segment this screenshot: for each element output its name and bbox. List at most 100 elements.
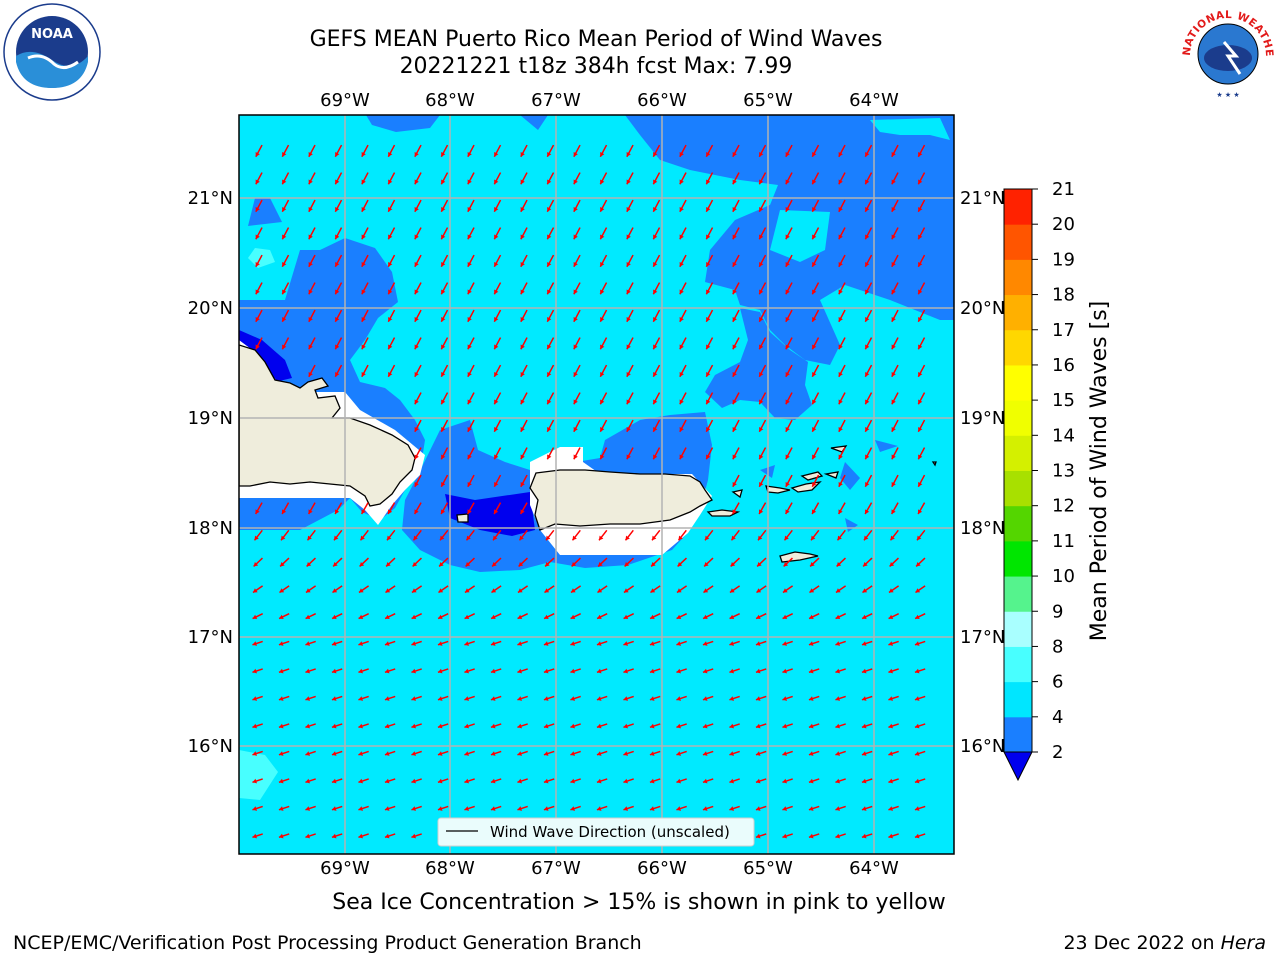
wind-wave-arrow-head — [862, 614, 867, 620]
wind-wave-arrow-head — [626, 372, 631, 377]
lon-label: 68°W — [425, 858, 475, 879]
wind-wave-arrow-head — [573, 454, 578, 460]
wind-wave-arrow-head — [679, 152, 684, 157]
wind-wave-arrow-head — [385, 614, 390, 620]
wind-wave-arrow-head — [596, 641, 602, 646]
wind-wave-arrow-head — [730, 561, 736, 567]
wind-wave-arrow-head — [865, 289, 870, 295]
wind-wave-arrow-head — [838, 454, 843, 460]
wind-wave-arrow-head — [467, 509, 472, 515]
wind-wave-arrow-head — [494, 179, 499, 185]
wind-wave-arrow-head — [573, 399, 578, 405]
wind-wave-arrow-head — [624, 561, 630, 567]
wind-wave-arrow-head — [331, 723, 337, 729]
wind-wave-arrow-head — [306, 561, 312, 567]
wind-wave-arrow-head — [758, 535, 763, 541]
colorbar-tick-label: 11 — [1052, 531, 1075, 552]
wind-wave-arrow-head — [653, 427, 658, 432]
wind-wave-arrow-head — [812, 152, 817, 157]
wind-wave-arrow-head — [623, 641, 628, 646]
wind-wave-arrow-head — [838, 289, 843, 295]
wind-wave-arrow-head — [255, 179, 260, 185]
wind-wave-arrow-head — [305, 833, 310, 839]
wind-wave-arrow-head — [732, 289, 737, 295]
wind-wave-arrow-head — [547, 262, 552, 267]
wind-wave-arrow-head — [729, 806, 734, 811]
wind-wave-arrow-head — [651, 561, 656, 567]
lat-labels-right: 21°N 20°N 19°N 18°N 17°N 16°N — [960, 188, 1005, 757]
wind-wave-arrow-head — [757, 561, 762, 567]
wind-wave-arrow-head — [755, 696, 761, 701]
wind-wave-arrow-head — [307, 535, 312, 541]
wind-wave-arrow-head — [865, 152, 870, 157]
wind-wave-arrow-head — [282, 179, 287, 185]
wind-wave-arrow-head — [679, 317, 684, 322]
wind-wave-arrow-head — [414, 179, 419, 185]
wind-wave-arrow-head — [706, 399, 711, 405]
wind-wave-arrow-head — [838, 152, 843, 157]
wind-wave-arrow-head — [625, 535, 630, 541]
wind-wave-arrow-head — [676, 723, 681, 729]
wind-wave-arrow-head — [467, 399, 472, 405]
wind-wave-arrow-head — [810, 561, 815, 567]
wind-wave-arrow-head — [623, 806, 628, 811]
wind-wave-arrow-head — [732, 399, 737, 405]
colorbar-tick-label: 15 — [1052, 390, 1075, 411]
culebra-island — [731, 489, 743, 499]
wind-wave-arrow-head — [918, 509, 923, 515]
wind-wave-arrow-head — [626, 317, 631, 322]
wind-wave-arrow-head — [494, 509, 499, 515]
wind-wave-arrow-head — [864, 535, 869, 541]
wind-wave-arrow-head — [653, 317, 658, 322]
wind-wave-arrow-head — [759, 344, 764, 350]
wind-wave-arrow-head — [411, 641, 416, 646]
wind-wave-arrow-head — [785, 372, 790, 377]
wind-wave-arrow-head — [838, 234, 843, 240]
wind-wave-arrow-head — [891, 179, 896, 185]
wind-wave-arrow-head — [573, 152, 578, 157]
wind-wave-arrow-head — [494, 234, 499, 240]
wind-wave-arrow-head — [759, 399, 764, 405]
colorbar-tick-label: 16 — [1052, 355, 1075, 376]
wind-wave-arrow-head — [649, 751, 655, 756]
wind-wave-arrow-head — [573, 427, 578, 432]
wind-wave-arrow-head — [914, 833, 920, 839]
wind-wave-arrow-head — [891, 289, 896, 295]
wind-wave-arrow-head — [441, 372, 446, 377]
wind-wave-arrow-head — [517, 778, 522, 784]
wind-wave-arrow-head — [836, 561, 842, 567]
hispaniola-land — [239, 344, 416, 507]
wind-wave-arrow-head — [784, 535, 789, 541]
wind-wave-arrow-head — [494, 454, 499, 460]
wind-wave-arrow-head — [358, 778, 363, 784]
wind-wave-arrow-head — [888, 833, 893, 839]
wind-wave-arrow-head — [359, 561, 365, 567]
wind-wave-arrow-head — [623, 588, 629, 593]
colorbar-segment — [1004, 294, 1032, 331]
wind-wave-arrow-head — [358, 696, 363, 701]
wind-wave-arrow-head — [783, 561, 789, 567]
wind-wave-arrow-head — [785, 289, 790, 295]
wind-wave-arrow-head — [732, 152, 737, 157]
wind-wave-arrow-head — [861, 723, 867, 729]
wind-wave-arrow-head — [414, 207, 419, 212]
wind-wave-arrow-head — [252, 833, 257, 839]
wind-wave-arrow-head — [653, 179, 658, 185]
wind-wave-arrow-head — [467, 372, 472, 377]
colorbar-segment — [1004, 400, 1032, 436]
wind-wave-arrow-head — [729, 641, 734, 646]
wind-wave-arrow-head — [808, 751, 814, 756]
wind-wave-arrow-head — [732, 344, 737, 350]
wind-wave-arrow-head — [676, 641, 681, 646]
wind-wave-arrow-head — [785, 234, 790, 240]
footer-machine: Hera — [1220, 932, 1266, 954]
wind-wave-arrow-head — [437, 641, 443, 646]
lat-label: 16°N — [960, 736, 1005, 757]
wind-wave-arrow-head — [838, 207, 843, 212]
wind-wave-arrow-head — [464, 668, 469, 674]
lon-labels-top: 69°W 68°W 67°W 66°W 65°W 64°W — [320, 90, 899, 111]
colorbar-segment — [1004, 189, 1032, 225]
wind-wave-arrow-head — [812, 399, 817, 405]
wind-wave-arrow-head — [891, 344, 896, 350]
wind-wave-arrow-head — [649, 723, 655, 729]
